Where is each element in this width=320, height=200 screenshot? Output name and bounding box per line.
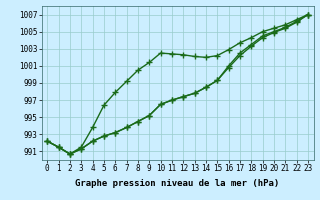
X-axis label: Graphe pression niveau de la mer (hPa): Graphe pression niveau de la mer (hPa) [76,179,280,188]
